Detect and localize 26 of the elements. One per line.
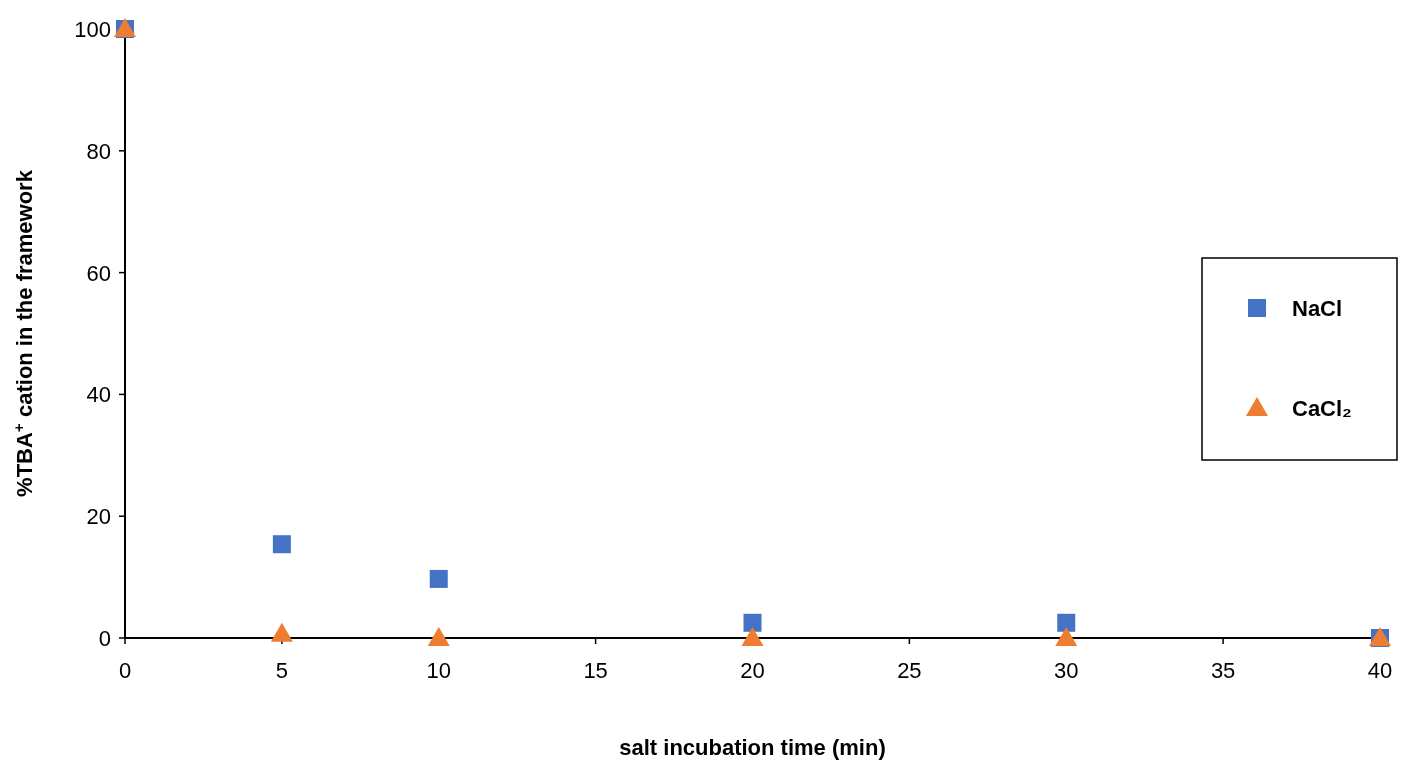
x-tick-label: 25	[897, 658, 922, 683]
x-tick-label: 30	[1054, 658, 1079, 683]
point	[427, 627, 450, 646]
x-tick-label: 0	[118, 658, 132, 683]
point	[741, 627, 764, 646]
x-tick-label: 15	[583, 658, 608, 683]
x-tick-label: 35	[1210, 658, 1236, 683]
x-axis-title: salt incubation time (min)	[619, 735, 886, 760]
legend-label: NaCl	[1292, 296, 1343, 321]
y-tick-label: 100	[74, 17, 111, 42]
y-tick-label: 0	[98, 626, 111, 651]
y-tick-label: 60	[86, 260, 111, 286]
x-tick-label: 20	[740, 658, 765, 683]
x-tick-label: 5	[275, 658, 288, 683]
y-tick-label: 40	[86, 382, 111, 408]
point	[1057, 613, 1076, 632]
legend-label: CaCl₂	[1292, 396, 1352, 421]
point	[270, 622, 293, 642]
point	[743, 613, 762, 632]
point	[1055, 627, 1078, 646]
point	[429, 569, 448, 588]
point	[272, 535, 291, 554]
y-tick-label: 80	[86, 138, 111, 164]
y-tick-label: 20	[86, 504, 111, 530]
x-tick-label: 10	[426, 658, 451, 683]
x-tick-label: 40	[1367, 658, 1393, 683]
